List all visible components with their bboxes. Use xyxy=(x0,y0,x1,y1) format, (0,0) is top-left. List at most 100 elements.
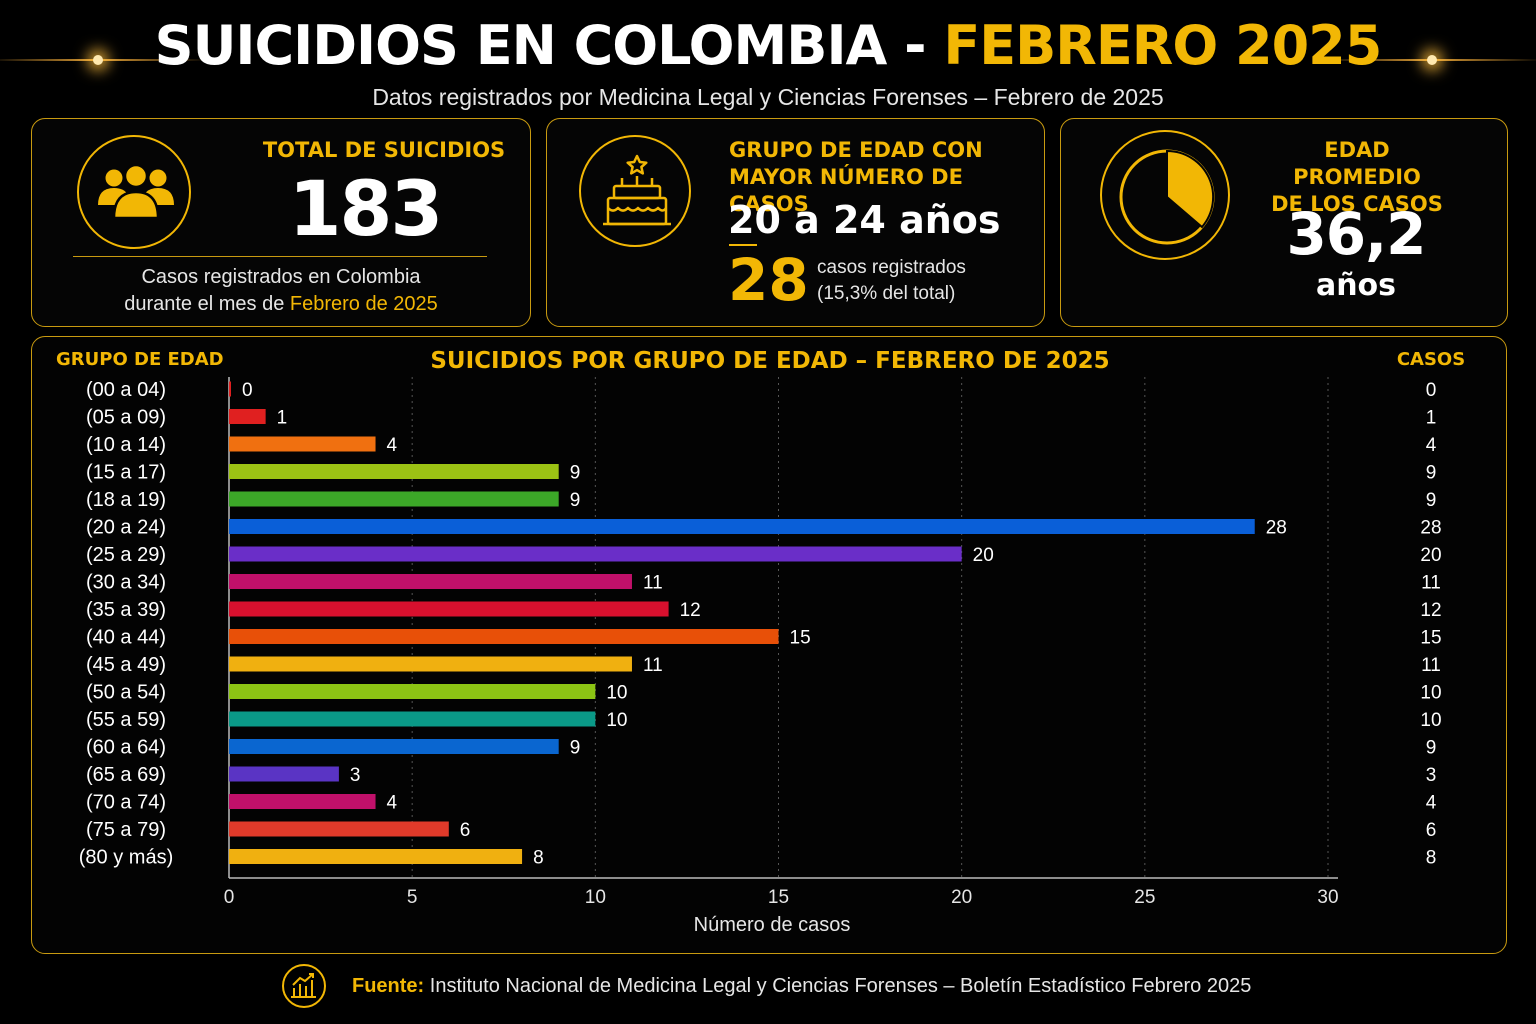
bar-value-label: 15 xyxy=(790,628,811,649)
bar-value-label: 0 xyxy=(242,380,253,401)
average-age-unit: años xyxy=(1315,268,1397,303)
bar xyxy=(229,656,632,672)
value-header: CASOS xyxy=(1397,349,1465,370)
bar-value-label: 9 xyxy=(570,490,581,511)
category-label: (60 a 64) xyxy=(86,737,166,759)
chart-title: SUICIDIOS POR GRUPO DE EDAD – FEBRERO DE… xyxy=(430,348,1109,374)
bar-value-label: 12 xyxy=(680,600,701,621)
top-age-count: 28 xyxy=(728,246,809,314)
x-tick-label: 0 xyxy=(224,887,235,908)
bar-value-label: 8 xyxy=(533,848,544,869)
cases-value: 11 xyxy=(1421,655,1441,676)
category-label: (45 a 49) xyxy=(86,654,166,676)
category-label: (35 a 39) xyxy=(86,599,166,621)
category-label: (65 a 69) xyxy=(86,764,166,786)
bar xyxy=(229,491,559,507)
category-label: (80 y más) xyxy=(79,847,173,869)
x-tick-label: 30 xyxy=(1317,887,1338,908)
cases-value: 20 xyxy=(1420,545,1441,566)
cases-value: 0 xyxy=(1426,380,1437,401)
category-label: (75 a 79) xyxy=(86,819,166,841)
cases-value: 4 xyxy=(1426,793,1437,814)
bar xyxy=(229,546,962,562)
cases-value: 9 xyxy=(1426,490,1437,511)
top-age-desc-line1: casos registrados xyxy=(817,257,966,278)
x-tick-label: 15 xyxy=(768,887,789,908)
x-tick-label: 20 xyxy=(951,887,972,908)
bar xyxy=(229,574,632,589)
bar-value-label: 9 xyxy=(570,738,581,759)
x-tick-label: 10 xyxy=(585,887,606,908)
divider xyxy=(73,256,487,257)
bar xyxy=(229,601,669,617)
category-label: (70 a 74) xyxy=(86,792,166,814)
total-desc-line2: durante el mes de Febrero de 2025 xyxy=(32,291,530,318)
cases-value: 11 xyxy=(1421,573,1441,594)
bar-value-label: 3 xyxy=(350,765,361,786)
cases-value: 28 xyxy=(1420,518,1441,539)
total-card: TOTAL DE SUICIDIOS xyxy=(31,118,531,327)
x-tick-label: 25 xyxy=(1134,887,1155,908)
cases-value: 15 xyxy=(1420,628,1441,649)
pie-chart-icon xyxy=(1100,130,1230,260)
bars xyxy=(229,381,1255,864)
bar-value-label: 10 xyxy=(606,710,627,731)
footer: Fuente: Instituto Nacional de Medicina L… xyxy=(280,962,1280,1010)
total-label: TOTAL DE SUICIDIOS xyxy=(262,138,506,162)
total-value: 183 xyxy=(288,164,444,253)
cases-value: 4 xyxy=(1426,435,1437,456)
cases-value: 9 xyxy=(1426,463,1437,484)
category-label: (40 a 44) xyxy=(86,627,166,649)
page-title: SUICIDIOS EN COLOMBIA - FEBRERO 2025 xyxy=(0,14,1536,77)
bar-value-label: 9 xyxy=(570,463,581,484)
bar xyxy=(229,794,376,809)
divider xyxy=(729,244,757,246)
cases-value: 12 xyxy=(1420,600,1441,621)
bar xyxy=(229,739,559,754)
people-group-icon xyxy=(77,135,191,249)
category-label: (25 a 29) xyxy=(86,544,166,566)
bar xyxy=(229,519,1255,534)
source-citation: Fuente: Instituto Nacional de Medicina L… xyxy=(352,975,1251,998)
bar-value-label: 11 xyxy=(643,573,663,594)
cases-value: 9 xyxy=(1426,738,1437,759)
category-label: (50 a 54) xyxy=(86,682,166,704)
bar-value-label: 20 xyxy=(973,545,994,566)
average-age-card: EDAD PROMEDIO DE LOS CASOS xyxy=(1060,118,1508,327)
chart-panel: GRUPO DE EDAD SUICIDIOS POR GRUPO DE EDA… xyxy=(31,336,1507,954)
page-subtitle: Datos registrados por Medicina Legal y C… xyxy=(372,84,1164,110)
cases-value: 8 xyxy=(1426,848,1437,869)
cases-value: 6 xyxy=(1426,820,1437,841)
category-label: (05 a 09) xyxy=(86,407,166,429)
bar xyxy=(229,409,266,424)
total-desc-prefix: durante el mes de xyxy=(124,293,290,315)
title-main: SUICIDIOS EN COLOMBIA - xyxy=(154,14,944,77)
age-group-card: GRUPO DE EDAD CON MAYOR NÚMERO DE CASOS xyxy=(546,118,1045,327)
bar-value-label: 4 xyxy=(387,793,398,814)
bar xyxy=(229,684,596,699)
bar-value-label: 1 xyxy=(277,408,288,429)
average-label-line2: DE LOS CASOS xyxy=(1271,192,1443,216)
category-label: (15 a 17) xyxy=(86,462,166,484)
source-text: Instituto Nacional de Medicina Legal y C… xyxy=(424,975,1252,997)
category-label: (55 a 59) xyxy=(86,709,166,731)
total-desc-highlight: Febrero de 2025 xyxy=(289,293,438,315)
bar-value-label: 4 xyxy=(387,435,398,456)
x-axis-label: Número de casos xyxy=(694,914,851,936)
total-desc-line1: Casos registrados en Colombia xyxy=(141,266,421,288)
bar xyxy=(229,629,779,644)
category-label: (18 a 19) xyxy=(86,489,166,511)
cases-value: 1 xyxy=(1426,408,1437,429)
labels: 0 5 10 15 20 25 30 0 (00 a 04) 0 1 (05 a 09) 1 4 (10 a… xyxy=(79,379,1442,908)
bar-chart: GRUPO DE EDAD SUICIDIOS POR GRUPO DE EDA… xyxy=(56,348,1465,936)
category-label: (10 a 14) xyxy=(86,434,166,456)
title-highlight: FEBRERO 2025 xyxy=(943,14,1382,77)
bar-value-label: 11 xyxy=(643,655,663,676)
average-age-value: 36,2 xyxy=(1286,200,1426,268)
bar-value-label: 10 xyxy=(606,683,627,704)
source-label: Fuente: xyxy=(352,975,425,997)
age-group-label-line2: MAYOR NÚMERO DE CASOS xyxy=(729,165,963,216)
age-group-label-line1: GRUPO DE EDAD CON xyxy=(729,138,983,162)
bar xyxy=(229,711,596,727)
average-label-line1: EDAD PROMEDIO xyxy=(1293,138,1421,189)
